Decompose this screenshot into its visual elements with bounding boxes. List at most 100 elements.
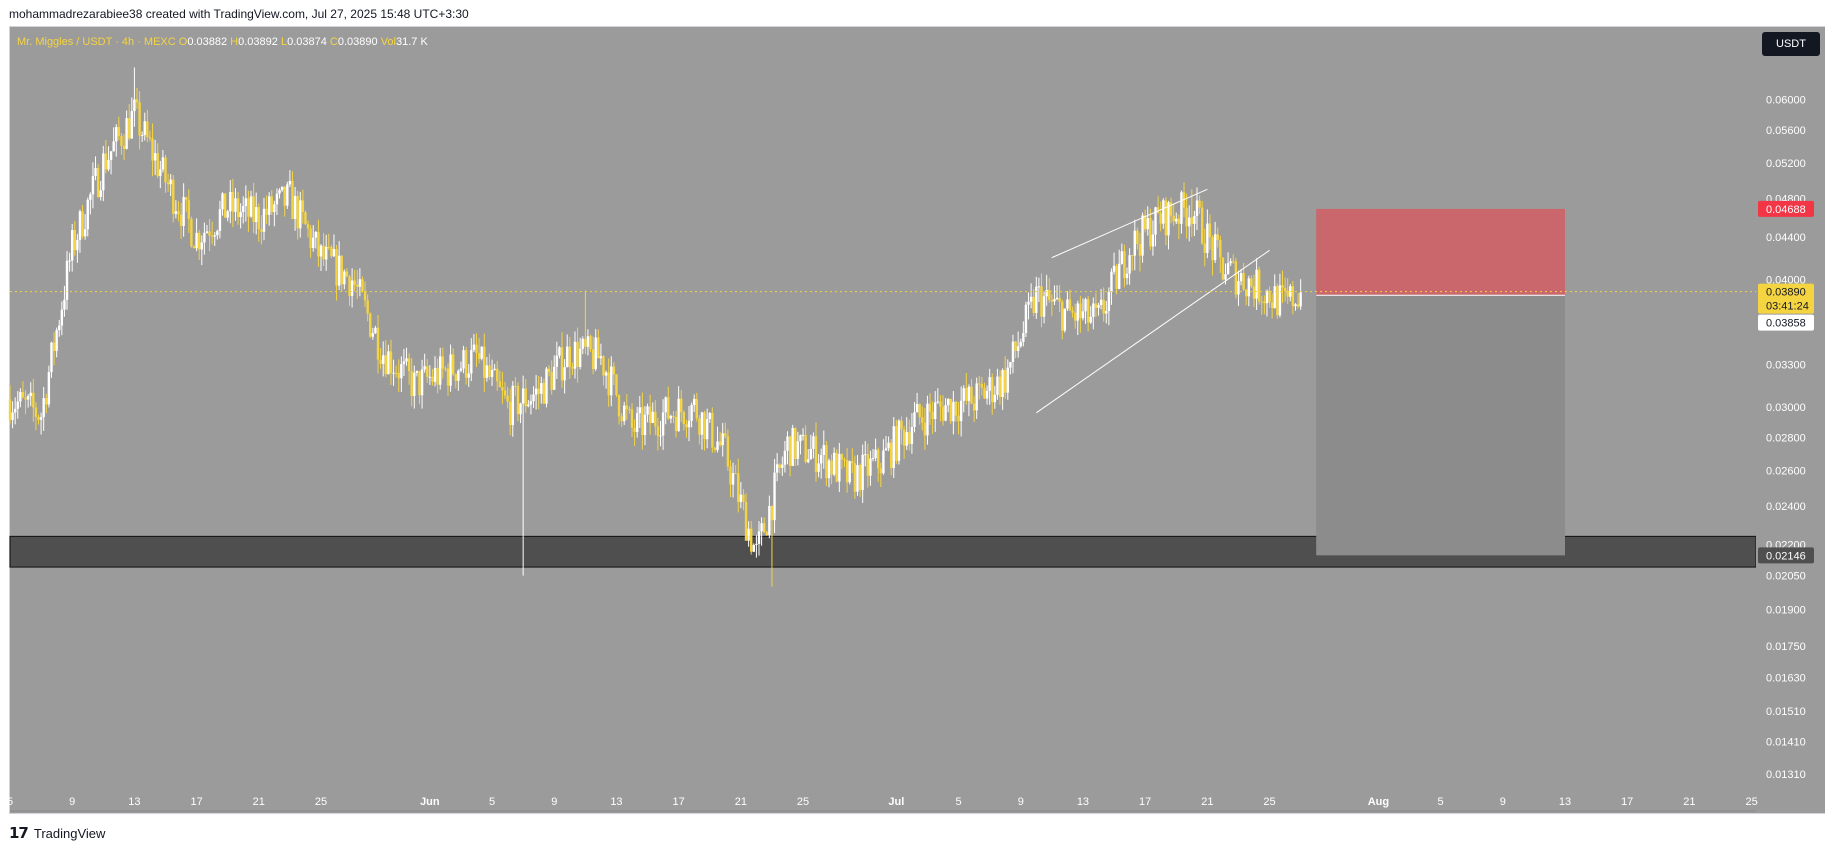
candle bbox=[1040, 273, 1043, 328]
candle bbox=[1213, 221, 1217, 264]
candle bbox=[379, 347, 382, 369]
candle-body bbox=[472, 344, 476, 351]
candle-body bbox=[420, 369, 424, 396]
candle-body bbox=[1053, 299, 1056, 302]
candle-body bbox=[1112, 265, 1116, 272]
candle-body bbox=[581, 338, 584, 349]
candle-body bbox=[348, 276, 351, 297]
candle bbox=[1045, 274, 1048, 306]
candle bbox=[913, 401, 916, 433]
candle-body bbox=[965, 388, 968, 401]
candle-body bbox=[151, 138, 154, 161]
candle bbox=[1001, 368, 1004, 410]
candle-body bbox=[229, 191, 232, 212]
candle-body bbox=[550, 372, 553, 390]
candle bbox=[470, 338, 473, 382]
candle bbox=[1206, 209, 1209, 259]
candle-body bbox=[547, 368, 551, 373]
candle bbox=[50, 341, 53, 378]
candle-body bbox=[433, 367, 437, 382]
candle-body bbox=[902, 429, 906, 446]
candle-body bbox=[1239, 273, 1243, 282]
candle-body bbox=[1027, 301, 1030, 305]
candle bbox=[1237, 270, 1240, 306]
candle-body bbox=[1141, 215, 1144, 256]
candle bbox=[488, 353, 491, 380]
candle bbox=[68, 252, 71, 272]
candle bbox=[602, 355, 605, 386]
candle-body bbox=[534, 388, 538, 395]
candle-body bbox=[1208, 223, 1212, 238]
candle bbox=[807, 449, 810, 464]
candle-body bbox=[690, 405, 693, 421]
candle-body bbox=[1198, 200, 1201, 208]
candle bbox=[724, 422, 727, 439]
candle-body bbox=[449, 354, 452, 386]
price-tick-label: 0.04000 bbox=[1766, 274, 1806, 286]
candle-body bbox=[674, 417, 678, 432]
candle-body bbox=[1273, 286, 1276, 309]
candle bbox=[511, 381, 514, 437]
candle-body bbox=[1022, 332, 1025, 342]
candle bbox=[319, 244, 323, 271]
candle bbox=[835, 449, 838, 483]
candle-body bbox=[796, 441, 800, 459]
candle bbox=[788, 435, 792, 477]
candle bbox=[1094, 292, 1098, 318]
candle bbox=[693, 394, 696, 412]
candle-body bbox=[457, 370, 460, 381]
countdown-text: 03:41:24 bbox=[1766, 301, 1809, 313]
time-tick-label: 17 bbox=[1621, 796, 1633, 808]
candle-body bbox=[646, 406, 649, 415]
candle-body bbox=[1097, 305, 1100, 308]
candle-body bbox=[350, 280, 354, 297]
stop-price-badge: 0.04688 bbox=[1758, 200, 1814, 217]
candle-body bbox=[1294, 304, 1297, 307]
candle bbox=[252, 182, 255, 234]
candle-body bbox=[1195, 200, 1199, 216]
candle-body bbox=[369, 313, 372, 337]
candle-body bbox=[216, 230, 219, 236]
candle bbox=[718, 431, 722, 448]
candle bbox=[900, 416, 903, 445]
candle bbox=[1211, 235, 1214, 276]
candle bbox=[104, 139, 108, 174]
candle-body bbox=[1232, 261, 1235, 263]
candle-body bbox=[807, 459, 810, 463]
last-price-badge-bg bbox=[1758, 283, 1814, 314]
candle bbox=[573, 331, 577, 379]
candle-body bbox=[423, 366, 426, 370]
candle-body bbox=[76, 239, 79, 251]
target-price-badge-text: 0.02146 bbox=[1766, 550, 1806, 562]
candle bbox=[267, 192, 271, 226]
candle bbox=[1120, 243, 1124, 265]
candle bbox=[1180, 190, 1183, 234]
candle bbox=[594, 329, 597, 372]
candle-body bbox=[1042, 296, 1046, 317]
currency-button[interactable]: USDT bbox=[1762, 32, 1820, 56]
candle bbox=[1136, 227, 1139, 250]
candle bbox=[86, 197, 89, 237]
candle-body bbox=[514, 385, 517, 387]
candle bbox=[1071, 306, 1074, 318]
candle-body bbox=[200, 242, 203, 250]
candle-body bbox=[47, 372, 51, 405]
candle-body bbox=[602, 356, 605, 376]
candle-body bbox=[260, 229, 263, 232]
candle bbox=[242, 196, 245, 224]
candle bbox=[527, 400, 530, 408]
candle bbox=[415, 370, 419, 377]
candle-body bbox=[109, 151, 113, 160]
candle bbox=[260, 215, 263, 245]
candle-body bbox=[532, 394, 535, 402]
candle-body bbox=[1130, 255, 1134, 257]
legend-high-value: 0.03892 bbox=[238, 36, 281, 48]
candle-body bbox=[1172, 215, 1175, 222]
candle-body bbox=[45, 398, 48, 405]
candle bbox=[765, 530, 768, 536]
overlay-layer bbox=[10, 188, 1756, 414]
candle bbox=[324, 234, 328, 271]
candle-body bbox=[654, 411, 657, 427]
time-tick-label: 5 bbox=[955, 796, 961, 808]
